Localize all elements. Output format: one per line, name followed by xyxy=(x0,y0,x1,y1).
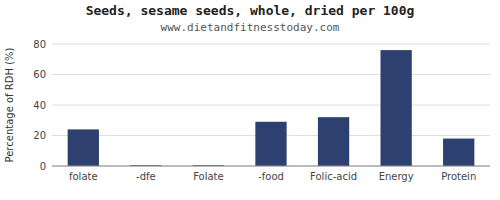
x-tick-label: -dfe xyxy=(136,171,156,182)
y-axis-label: Percentage of RDH (%) xyxy=(4,47,15,162)
grid-line xyxy=(52,105,490,106)
x-axis-line xyxy=(52,166,490,167)
bars xyxy=(68,50,475,166)
title: Seeds, sesame seeds, whole, dried per 10… xyxy=(86,3,415,18)
grid-line xyxy=(52,166,490,167)
y-tick-label: 60 xyxy=(33,69,46,80)
grid-line xyxy=(52,74,490,75)
grid-line xyxy=(52,44,490,45)
bar xyxy=(255,122,286,166)
bar xyxy=(443,139,474,166)
x-tick-label: Folate xyxy=(193,171,224,182)
x-tick-label: -food xyxy=(258,171,284,182)
x-tick-label: Folic-acid xyxy=(310,171,357,182)
x-tick-label: folate xyxy=(69,171,98,182)
x-tick-label: Protein xyxy=(441,171,476,182)
grid xyxy=(52,44,490,166)
subtitle: www.dietandfitnesstoday.com xyxy=(161,21,340,34)
y-tick-label: 80 xyxy=(33,39,46,50)
bar xyxy=(68,129,99,166)
y-tick-label: 20 xyxy=(33,130,46,141)
bar xyxy=(318,117,349,166)
y-tick-label: 0 xyxy=(40,161,46,172)
bar xyxy=(381,50,412,166)
chart: Seeds, sesame seeds, whole, dried per 10… xyxy=(0,0,500,200)
y-tick-label: 40 xyxy=(33,100,46,111)
x-tick-label: Energy xyxy=(379,171,414,182)
